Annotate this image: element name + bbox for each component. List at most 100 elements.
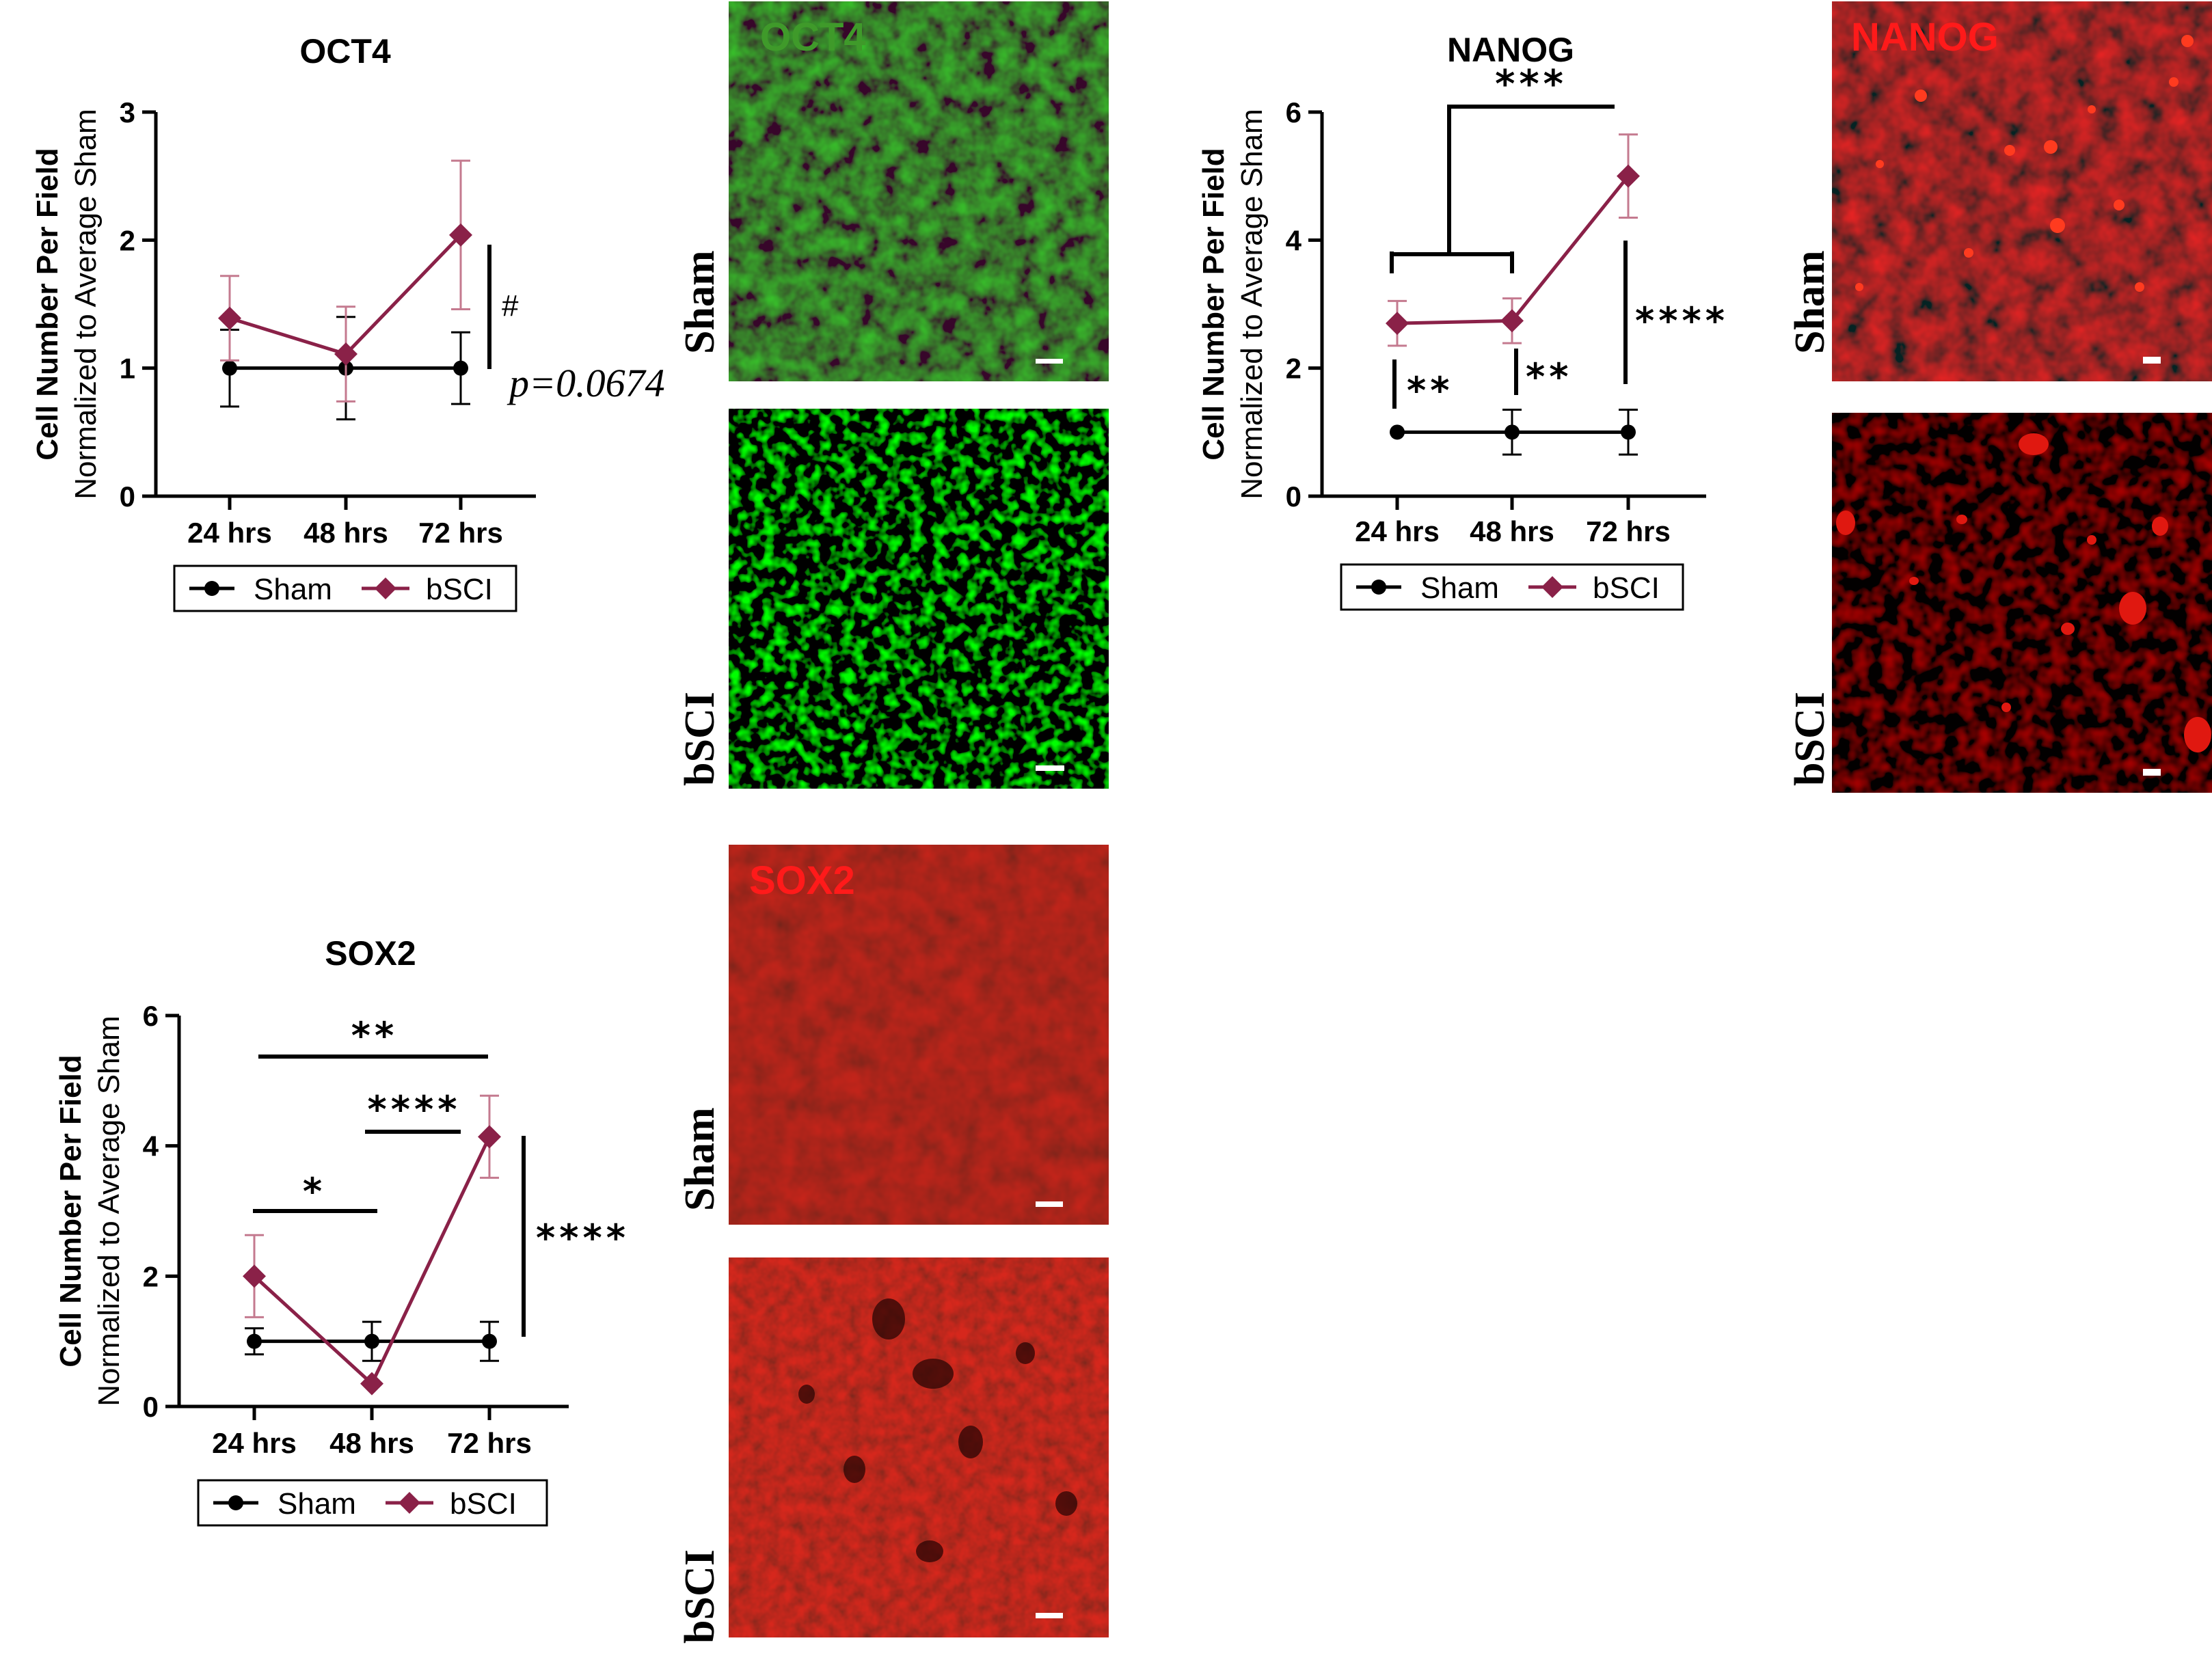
nanog-x-tick-label: 48 hrs [1470,515,1554,547]
nanog-sig-stars-72: **** [1635,299,1729,342]
sox2-x-tick-label: 72 hrs [447,1427,532,1459]
sox2-row-label-sham: Sham [677,1107,723,1211]
sox2-sig-stars-48-72: **** [368,1088,461,1131]
sox2-sham-texture [729,845,1109,1225]
sox2-ylabel-line1: Cell Number Per Field [54,1055,87,1367]
nanog-chart: NANOG Cell Number Per Field Normalized to … [1197,31,1729,611]
sox2-bsci-point [478,1125,501,1149]
oct4-y-tick-label: 3 [120,96,135,128]
sox2-x-tick-label: 24 hrs [212,1427,297,1459]
nanog-legend-bsci-label: bSCI [1593,571,1660,605]
oct4-sham-point [453,360,468,376]
nanog-ylabel-line1: Cell Number Per Field [1197,148,1230,460]
sox2-sham-point [482,1333,497,1349]
oct4-row-label-bsci: bSCI [677,692,723,786]
scale-bar [2143,769,2161,776]
nanog-micrographs: NANOG Sham bSCI [1787,1,2212,793]
sox2-sig-stars-24-48: * [303,1170,326,1213]
scale-bar [1036,359,1063,364]
nanog-row-label-sham: Sham [1787,250,1833,354]
sox2-chart: SOX2 Cell Number Per Field Normalized to A… [54,934,630,1527]
nanog-image-label: NANOG [1851,15,1999,59]
oct4-x-tick-label: 72 hrs [418,517,503,549]
nanog-ylabel-line2: Normalized to Average Sham [1235,109,1269,499]
scale-bar [1036,1201,1063,1207]
oct4-sham-texture [729,1,1109,381]
scale-bar [1036,1613,1063,1618]
sox2-bsci-point [360,1372,383,1396]
oct4-ylabel-line1: Cell Number Per Field [31,148,64,460]
sox2-y-tick-label: 2 [143,1260,159,1292]
nanog-row-label-bsci: bSCI [1787,692,1833,786]
oct4-p-value: p=0.0674 [507,361,665,405]
nanog-sig-stars-24: ** [1407,369,1453,412]
nanog-bsci-point [1386,312,1409,336]
nanog-y-tick-label: 2 [1286,353,1301,385]
sox2-title: SOX2 [325,934,416,972]
nanog-sham-point [1621,424,1636,440]
nanog-legend-sham-marker [1371,580,1386,595]
scale-bar [2143,357,2161,364]
nanog-x-tick-label: 24 hrs [1355,515,1440,547]
oct4-bsci-point [334,342,358,366]
oct4-ylabel-line2: Normalized to Average Sham [69,109,103,499]
oct4-bsci-point [449,223,472,247]
oct4-bsci-texture [729,409,1109,789]
sox2-legend-bsci-label: bSCI [450,1487,517,1521]
sox2-y-tick-label: 0 [143,1391,159,1423]
sox2-micrographs: SOX2 Sham bSCI [677,845,1109,1644]
sox2-bsci-texture [729,1257,1109,1637]
oct4-legend-bsci-marker [375,577,396,599]
nanog-sig-stars-48: ** [1526,355,1572,398]
sox2-sham-point [247,1333,262,1349]
nanog-y-tick-label: 0 [1286,480,1301,513]
sox2-legend-sham-marker [228,1495,243,1510]
nanog-sham-point [1505,424,1520,440]
sox2-bsci-dark-cells [798,1298,1077,1562]
oct4-sham-point [222,360,237,376]
oct4-bsci-point [218,306,241,330]
nanog-bsci-point [1617,164,1640,188]
sox2-sig-stars-24-72: ** [351,1014,398,1057]
oct4-y-tick-label: 0 [120,480,135,513]
oct4-micrographs: OCT4 Sham bSCI [677,1,1109,789]
nanog-sig-stars-top: *** [1495,62,1567,107]
oct4-chart: OCT4 Cell Number Per Field Normalized to A… [31,32,665,612]
sox2-y-tick-label: 6 [143,1000,159,1032]
sox2-sham-point [364,1333,379,1349]
oct4-sig-hash: # [502,289,519,323]
sox2-ylabel-line2: Normalized to Average Sham [92,1016,126,1406]
sox2-sig-stars-72: **** [536,1216,630,1260]
nanog-x-tick-label: 72 hrs [1586,515,1671,547]
nanog-y-tick-label: 4 [1286,224,1302,256]
oct4-legend-sham-label: Sham [254,573,332,606]
oct4-x-tick-label: 24 hrs [187,517,272,549]
sox2-legend-bsci-marker [399,1492,420,1514]
oct4-image-label: OCT4 [760,15,866,59]
oct4-legend-bsci-label: bSCI [426,573,493,606]
sox2-row-label-bsci: bSCI [677,1549,723,1644]
nanog-bsci-texture [1832,413,2212,793]
sox2-bsci-point [243,1264,266,1288]
nanog-title: NANOG [1447,31,1574,69]
sox2-x-tick-label: 48 hrs [329,1427,414,1459]
scale-bar [1036,765,1064,771]
nanog-sham-point [1390,424,1405,440]
nanog-sham-texture [1832,1,2212,381]
sox2-y-tick-label: 4 [143,1130,159,1162]
sox2-image-label: SOX2 [749,858,855,903]
nanog-y-tick-label: 6 [1286,96,1301,128]
nanog-legend-box [1340,563,1684,611]
oct4-y-tick-label: 1 [120,353,135,385]
oct4-y-tick-label: 2 [120,224,135,256]
sox2-legend-sham-label: Sham [278,1487,356,1521]
oct4-title: OCT4 [299,32,391,70]
nanog-legend-sham-label: Sham [1420,571,1499,605]
oct4-legend-sham-marker [204,581,219,596]
oct4-x-tick-label: 48 hrs [304,517,388,549]
nanog-sham-spots [1855,35,2194,292]
oct4-row-label-sham: Sham [677,250,723,354]
nanog-legend-bsci-marker [1541,576,1563,598]
nanog-bsci-point [1500,309,1524,333]
